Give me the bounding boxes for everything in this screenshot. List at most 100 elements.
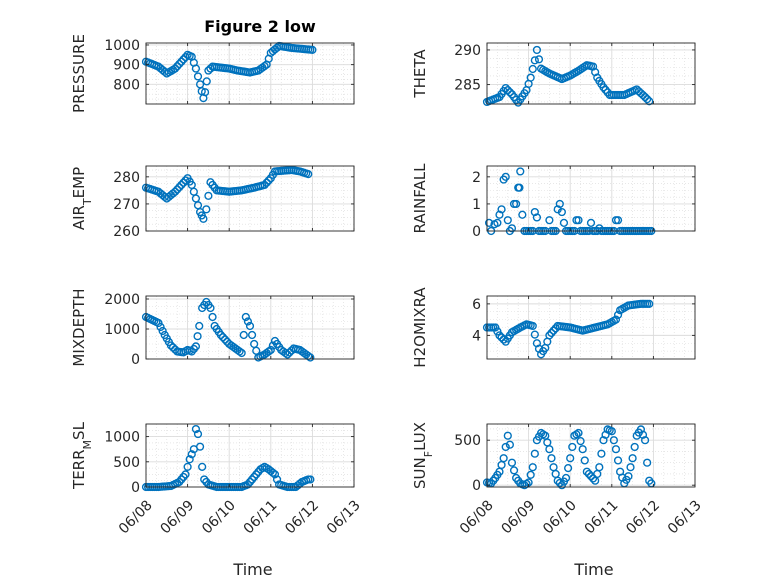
data-point	[503, 86, 512, 95]
y-tick-label: 1000	[104, 38, 140, 54]
y-tick-label: 260	[113, 224, 140, 240]
data-point	[199, 214, 208, 223]
data-point	[512, 199, 521, 209]
y-axis-label: AIRTEMP	[70, 167, 94, 230]
data-point	[158, 326, 167, 336]
x-tick-label: 06/10	[199, 497, 239, 537]
data-point	[499, 335, 508, 344]
y-axis-label: MIXDEPTH	[70, 288, 88, 366]
data-point	[501, 442, 510, 452]
data-point	[183, 462, 192, 471]
data-point	[198, 462, 207, 471]
data-point	[175, 183, 184, 192]
data-point	[177, 180, 186, 190]
y-tick-label: 0	[131, 352, 140, 368]
data-point	[175, 59, 184, 69]
axes-box	[486, 165, 696, 232]
y-tick-label: 0	[131, 480, 140, 496]
data-point	[272, 475, 282, 484]
data-point	[484, 218, 494, 227]
x-tick-label: 06/08	[457, 497, 497, 537]
data-point	[597, 449, 606, 458]
panel-sun_flux: 0 500 06/08 06/09 06/10 06/11 06/12 06/13 SUNFLU…	[411, 422, 705, 537]
data-point	[218, 333, 228, 342]
x-axis-label-left: Time	[232, 560, 272, 579]
data-point	[216, 330, 225, 340]
y-tick-label: 1	[472, 197, 481, 213]
data-point	[193, 429, 203, 439]
data-point	[243, 317, 253, 326]
data-point	[181, 176, 190, 185]
y-tick-label: 0	[472, 478, 481, 494]
data-point	[545, 216, 554, 225]
data-point	[574, 428, 583, 438]
data-point	[530, 56, 539, 65]
data-point	[526, 73, 535, 82]
data-point	[578, 445, 587, 454]
y-axis-label: THETA	[411, 49, 429, 99]
data-point	[609, 436, 618, 445]
data-point	[505, 88, 514, 97]
data-point	[241, 312, 250, 322]
x-tick-label: 06/08	[116, 497, 156, 537]
data-point	[607, 427, 616, 436]
data-point	[193, 72, 203, 81]
data-point	[555, 199, 564, 209]
data-point	[509, 466, 519, 475]
y-tick-label: 270	[113, 197, 140, 213]
data-point	[640, 92, 650, 102]
x-tick-label: 06/13	[665, 497, 705, 537]
data-point	[503, 216, 512, 225]
data-point	[613, 310, 623, 320]
data-point	[195, 321, 204, 331]
data-point	[643, 95, 652, 104]
x-tick-label: 06/11	[582, 497, 622, 537]
x-tick-label: 06/12	[623, 497, 663, 537]
data-point	[264, 347, 273, 356]
data-point	[584, 469, 594, 479]
data-point	[237, 348, 246, 358]
data-point	[191, 424, 201, 434]
data-point	[645, 97, 654, 106]
data-point	[588, 474, 598, 483]
data-point	[260, 62, 269, 71]
x-tick-label: 06/13	[324, 497, 364, 537]
data-point	[643, 458, 652, 467]
data-point	[247, 330, 257, 340]
axes-box	[486, 295, 696, 360]
data-point	[526, 470, 535, 479]
data-point	[561, 473, 571, 483]
data-point	[549, 326, 558, 335]
data-point	[580, 456, 589, 465]
data-point	[499, 454, 508, 463]
data-point	[516, 167, 525, 176]
y-tick-label: 0	[472, 224, 481, 240]
data-point	[262, 178, 271, 187]
panel-rainfall: 0 1 2 RAINFALL	[411, 163, 696, 240]
data-point	[507, 224, 517, 233]
y-tick-label: 1000	[104, 430, 140, 446]
data-point	[185, 455, 194, 464]
data-point	[628, 454, 637, 463]
y-tick-label: 290	[454, 43, 481, 59]
data-point	[545, 331, 554, 340]
y-tick-label: 280	[113, 170, 140, 186]
data-point	[557, 207, 566, 217]
y-tick-label: 6	[472, 297, 481, 313]
data-point	[624, 472, 633, 481]
y-tick-label: 900	[113, 58, 140, 74]
data-point	[547, 328, 556, 338]
data-point	[270, 470, 280, 479]
data-point	[202, 205, 211, 214]
data-point	[532, 45, 542, 55]
data-point	[200, 88, 210, 97]
data-point	[586, 218, 596, 227]
y-tick-label: 285	[454, 78, 481, 94]
figure-title: Figure 2 low	[204, 17, 316, 36]
data-point	[191, 64, 201, 73]
data-point	[576, 437, 585, 446]
data-point	[503, 431, 512, 440]
y-tick-label: 1000	[104, 322, 140, 338]
panel-terr_msl: 0 500 1000 06/08 06/09 06/10 06/11 06/12 06/13 TE…	[70, 421, 364, 537]
